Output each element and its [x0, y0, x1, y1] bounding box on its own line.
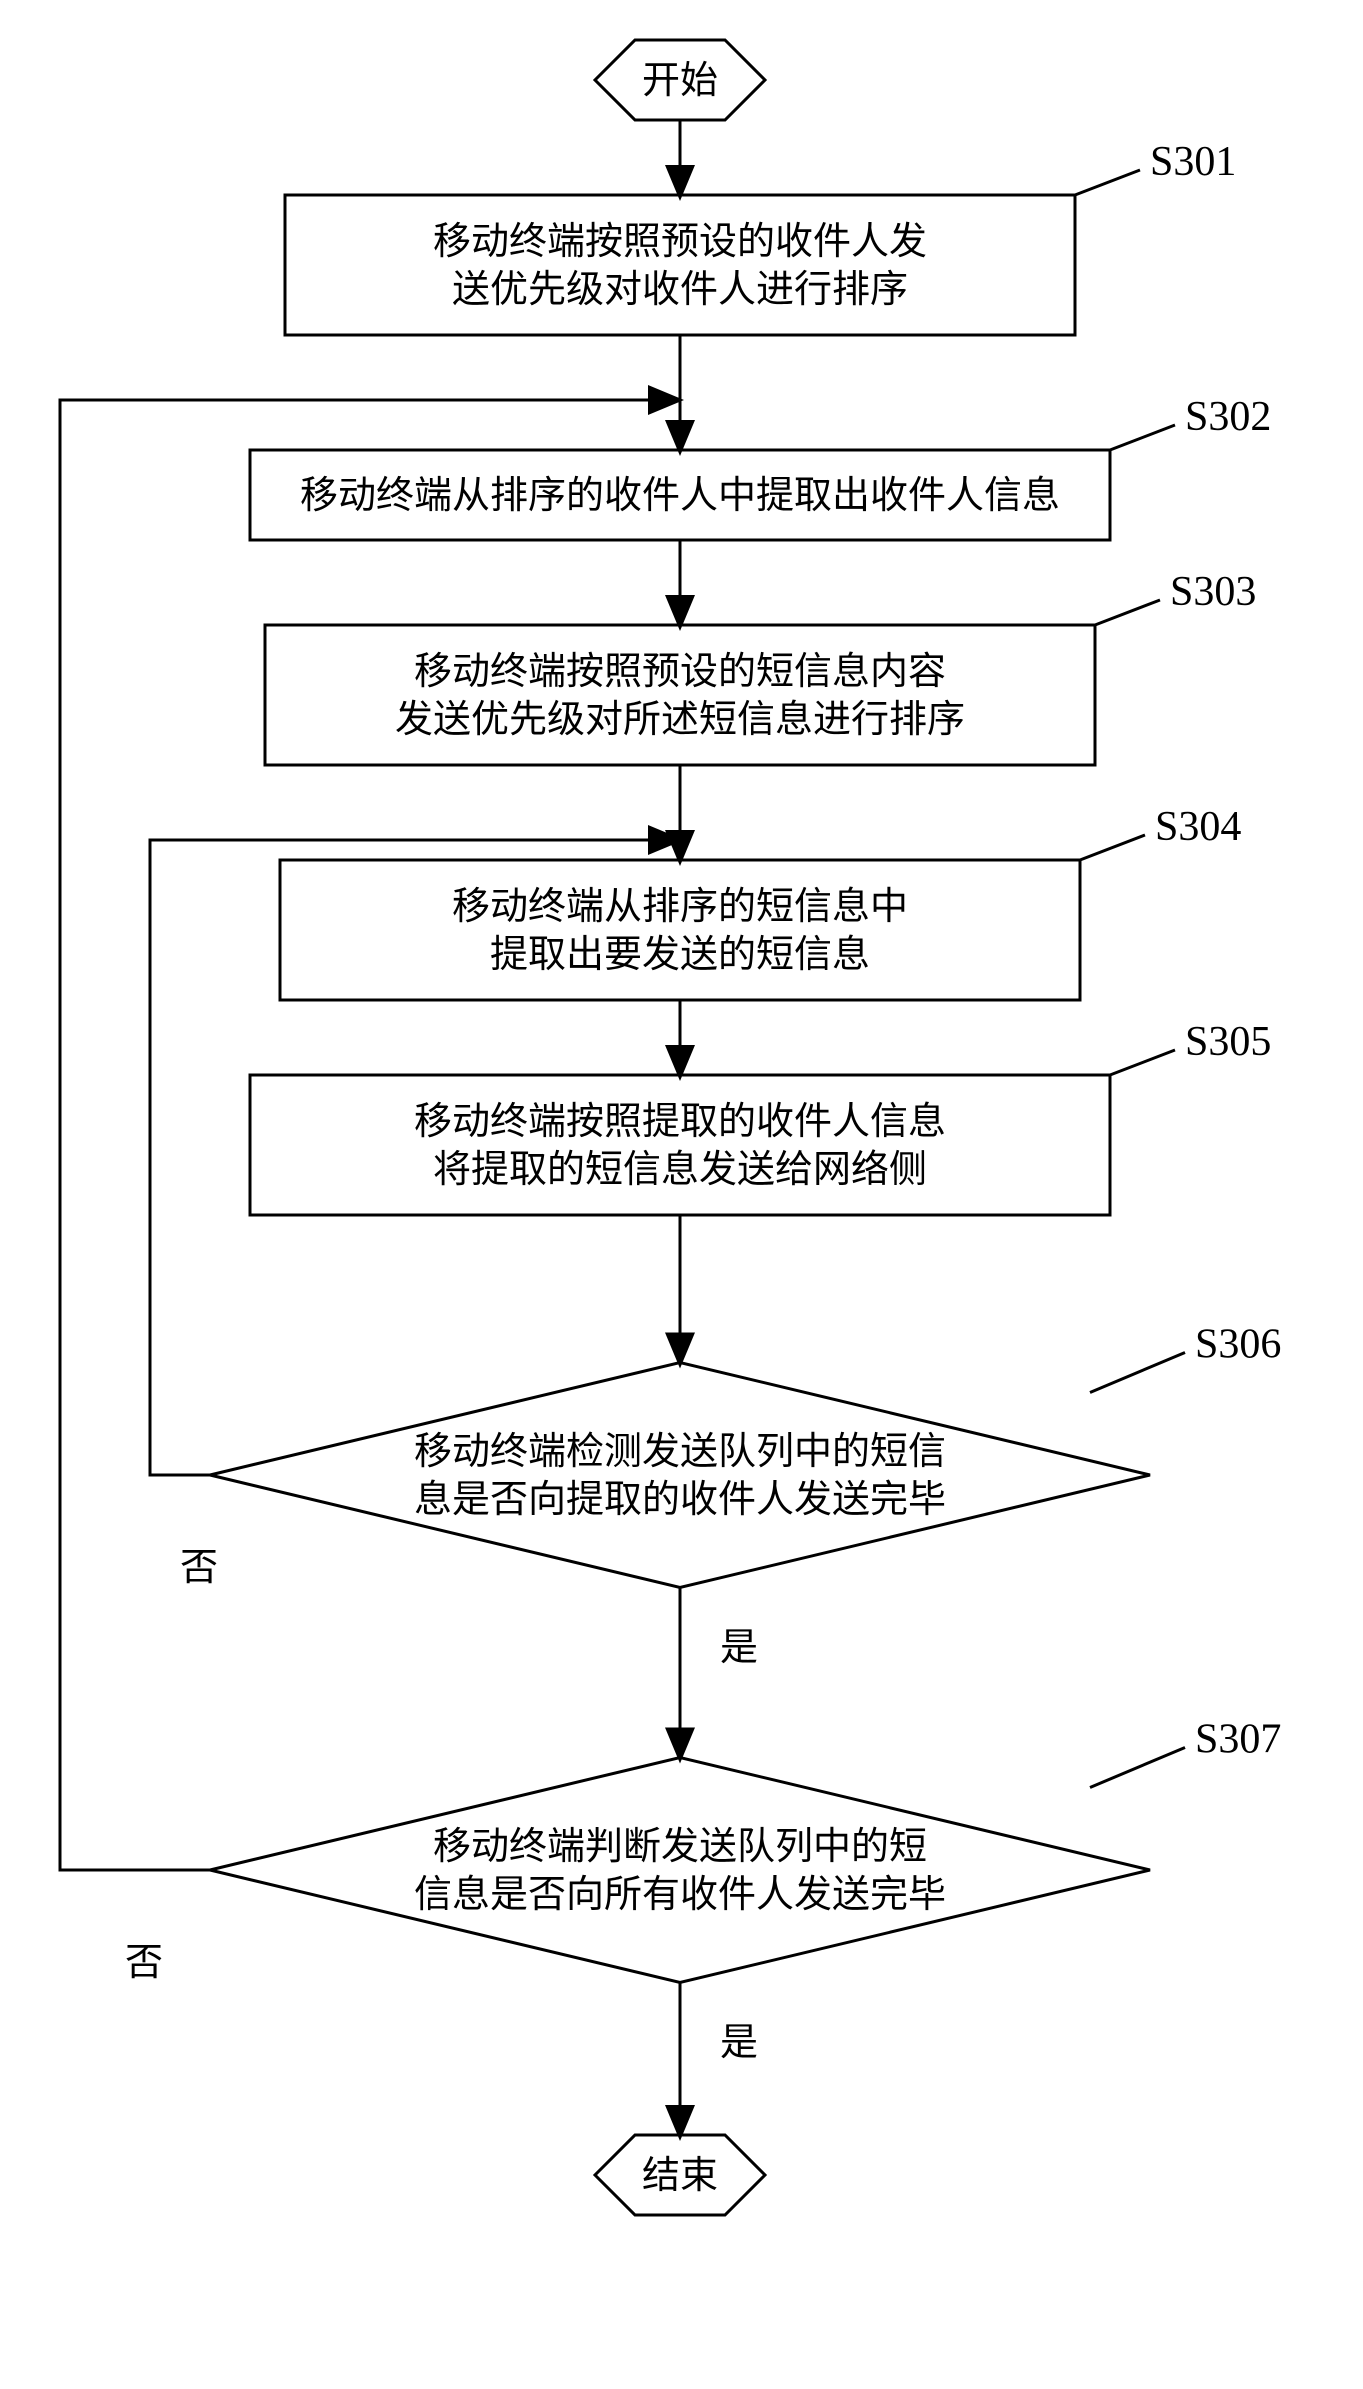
tag-leader — [1110, 1050, 1175, 1075]
process-text: 移动终端从排序的收件人中提取出收件人信息 — [300, 475, 1060, 517]
process-node-s301 — [285, 195, 1075, 335]
edge-label-yes: 是 — [720, 1627, 758, 1669]
terminator-label: 结束 — [642, 2155, 718, 2197]
process-text: 移动终端按照预设的短信息内容 — [414, 651, 946, 693]
edge-label-no: 否 — [180, 1547, 218, 1589]
tag-leader — [1090, 1353, 1185, 1393]
process-text: 送优先级对收件人进行排序 — [452, 269, 908, 311]
process-text: 发送优先级对所述短信息进行排序 — [395, 699, 965, 741]
decision-text: 息是否向提取的收件人发送完毕 — [414, 1479, 946, 1521]
step-tag: S303 — [1170, 569, 1256, 615]
process-text: 移动终端按照预设的收件人发 — [433, 221, 927, 263]
edge-label-yes: 是 — [720, 2022, 758, 2064]
step-tag: S306 — [1195, 1322, 1281, 1368]
tag-leader — [1110, 425, 1175, 450]
terminator-label: 开始 — [642, 60, 718, 102]
process-node-s303 — [265, 625, 1095, 765]
process-text: 提取出要发送的短信息 — [490, 934, 870, 976]
tag-leader — [1095, 600, 1160, 625]
process-text: 移动终端按照提取的收件人信息 — [414, 1101, 946, 1143]
step-tag: S304 — [1155, 804, 1241, 850]
step-tag: S307 — [1195, 1717, 1281, 1763]
edge-label-no: 否 — [125, 1942, 163, 1984]
process-text: 将提取的短信息发送给网络侧 — [433, 1149, 927, 1191]
process-node-s305 — [250, 1075, 1110, 1215]
step-tag: S305 — [1185, 1019, 1271, 1065]
decision-text: 信息是否向所有收件人发送完毕 — [414, 1874, 946, 1916]
decision-text: 移动终端判断发送队列中的短 — [433, 1826, 927, 1868]
tag-leader — [1090, 1748, 1185, 1788]
decision-text: 移动终端检测发送队列中的短信 — [414, 1431, 946, 1473]
step-tag: S302 — [1185, 394, 1271, 440]
process-node-s304 — [280, 860, 1080, 1000]
step-tag: S301 — [1150, 139, 1236, 185]
tag-leader — [1080, 835, 1145, 860]
decision-node-s306 — [210, 1363, 1150, 1588]
flowchart-diagram: 开始移动终端按照预设的收件人发送优先级对收件人进行排序 S301 移动终端从排序的收… — [0, 0, 1363, 2389]
process-text: 移动终端从排序的短信息中 — [452, 886, 908, 928]
decision-node-s307 — [210, 1758, 1150, 1983]
tag-leader — [1075, 170, 1140, 195]
